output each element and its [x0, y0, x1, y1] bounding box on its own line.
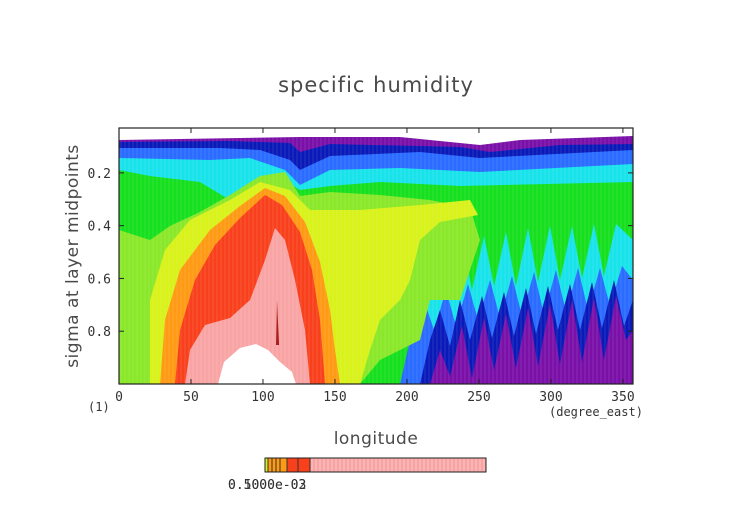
colorbar-label-overlay: 0.1000e-02	[228, 478, 306, 493]
dark-streak	[276, 300, 279, 345]
plot-frame	[118, 127, 634, 385]
x-tick-label-3: 150	[323, 390, 346, 405]
y-axis-ticks: 0.2 0.4 0.6 0.8	[88, 167, 633, 340]
y-axis-label: sigma at layer midpoints	[63, 144, 83, 368]
colorbar: 0.1000e-02 0.5000e-03	[228, 457, 487, 493]
colorbar-frame	[264, 457, 487, 473]
x-tick-label-6: 300	[539, 390, 562, 405]
x-axis-ticks: 0 50 100 150 200 250 300 350	[115, 128, 635, 405]
colorbar-segment-orange	[268, 458, 287, 472]
colorbar-segment-pink	[310, 458, 486, 472]
x-tick-label-4: 200	[395, 390, 418, 405]
chart-title: specific humidity	[278, 73, 474, 97]
x-units: (degree_east)	[549, 405, 643, 419]
band-purple-spikes	[430, 296, 633, 384]
x-tick-label-1: 50	[183, 390, 199, 405]
y-tick-label-2: 0.6	[88, 272, 111, 287]
colorbar-hatching	[311, 458, 485, 472]
contour-plot	[119, 128, 633, 384]
colorbar-label: 0.5000e-03	[228, 478, 306, 493]
y-tick-label-3: 0.8	[88, 325, 111, 340]
vertical-gridlines	[120, 128, 630, 384]
x-axis-label: longitude	[334, 429, 419, 449]
x-tick-label-2: 100	[251, 390, 274, 405]
colorbar-segment-yellow	[265, 458, 268, 472]
colorbar-dividers	[267, 458, 311, 472]
x-tick-label-7: 350	[611, 390, 634, 405]
x-tick-label-0: 0	[115, 390, 123, 405]
y-tick-label-0: 0.2	[88, 167, 111, 182]
y-units: (1)	[88, 400, 110, 414]
y-tick-label-1: 0.4	[88, 220, 112, 235]
x-tick-label-5: 250	[467, 390, 490, 405]
band-white-core	[218, 344, 296, 384]
